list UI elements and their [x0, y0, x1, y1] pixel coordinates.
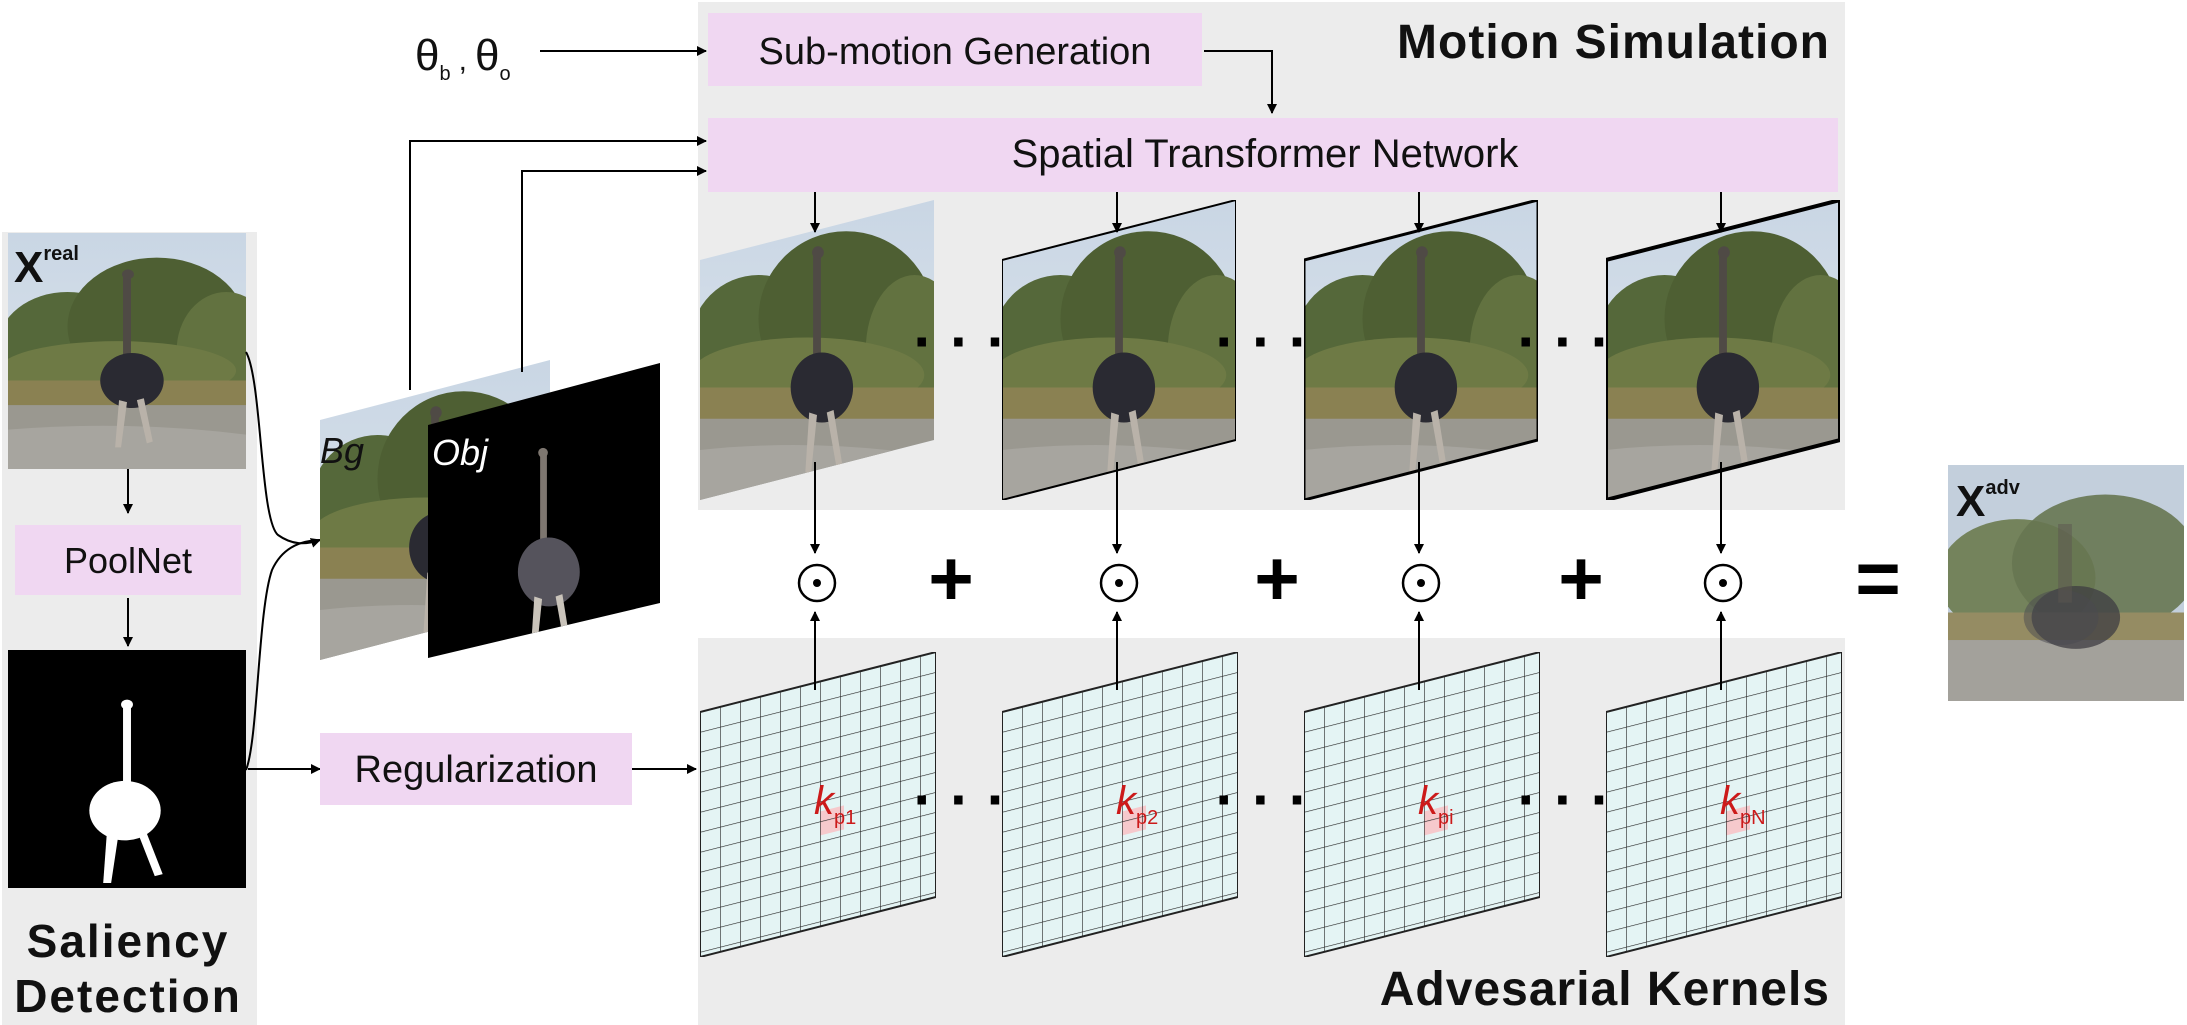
- saliency-title-line1: Saliency: [27, 915, 230, 967]
- regularization-box: [320, 733, 632, 805]
- stn-label: Spatial Transformer Network: [1012, 132, 1520, 176]
- sub-motion-label: Sub-motion Generation: [759, 31, 1152, 73]
- frame-ellipsis-3: · · ·: [1517, 308, 1610, 375]
- kernels-title: Advesarial Kernels: [1380, 963, 1830, 1016]
- plus-operator-2: +: [1254, 534, 1300, 622]
- x-adv-label: Xadv: [1956, 477, 2021, 526]
- product-operator-dot-1: [813, 579, 821, 587]
- theta-label: θb, θo: [415, 31, 511, 85]
- regularization-label: Regularization: [355, 749, 598, 791]
- kernel-grid-4: [1606, 652, 1842, 957]
- x-real-label: Xreal: [14, 243, 79, 292]
- kernel-label-1: kp1: [814, 779, 856, 829]
- kernel-label-2: kp2: [1116, 779, 1158, 829]
- kernel-grid-3: [1304, 652, 1540, 957]
- plus-operator-1: +: [928, 534, 974, 622]
- kernel-ellipsis-3: · · ·: [1517, 766, 1610, 833]
- frame-ellipsis-2: · · ·: [1215, 308, 1308, 375]
- arrow-bg-to-stn: [409, 136, 707, 390]
- arrow-real-to-bg: [245, 351, 321, 548]
- kernel-ellipsis-1: · · ·: [913, 766, 1006, 833]
- sub-motion-box: [708, 13, 1202, 86]
- arrow-submotion-to-stn: [1204, 50, 1277, 114]
- saliency-title-line2: Detection: [14, 970, 242, 1022]
- frame-ellipsis-1: · · ·: [913, 308, 1006, 375]
- product-operator-dot-4: [1719, 579, 1727, 587]
- plus-operator-3: +: [1558, 534, 1604, 622]
- kernel-label-3: kpi: [1418, 779, 1454, 829]
- arrow-obj-to-stn: [521, 166, 707, 372]
- kernel-grid-2: [1002, 652, 1238, 957]
- saliency-mask: [8, 650, 246, 888]
- kernel-ellipsis-2: · · ·: [1215, 766, 1308, 833]
- arrow-mask-to-bg: [245, 539, 323, 771]
- product-operator-dot-3: [1417, 579, 1425, 587]
- poolnet-label: PoolNet: [64, 540, 192, 581]
- bg-label: Bg: [320, 430, 364, 471]
- frame-image-2: [1002, 200, 1236, 500]
- stn-box: [708, 118, 1838, 192]
- product-operator-dot-2: [1115, 579, 1123, 587]
- kernel-grid-1: [700, 652, 936, 957]
- equals-operator: =: [1855, 534, 1901, 622]
- poolnet-box: [15, 525, 241, 595]
- obj-label: Obj: [432, 432, 489, 473]
- motion-title: Motion Simulation: [1397, 16, 1830, 69]
- frame-image-4: [1606, 200, 1840, 500]
- kernel-label-4: kpN: [1720, 779, 1766, 829]
- frame-image-3: [1304, 200, 1538, 500]
